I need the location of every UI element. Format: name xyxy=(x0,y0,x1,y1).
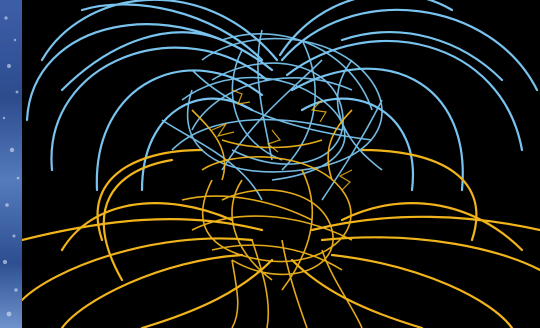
gold-filaments xyxy=(211,89,353,191)
outer-gold-field-lines xyxy=(22,148,540,328)
earth-surface-strip xyxy=(0,0,22,328)
field-lines-plot xyxy=(22,0,540,328)
core-gold-tangle xyxy=(181,109,363,328)
strip-texture xyxy=(2,16,20,317)
outer-blue-field-lines xyxy=(25,0,539,192)
